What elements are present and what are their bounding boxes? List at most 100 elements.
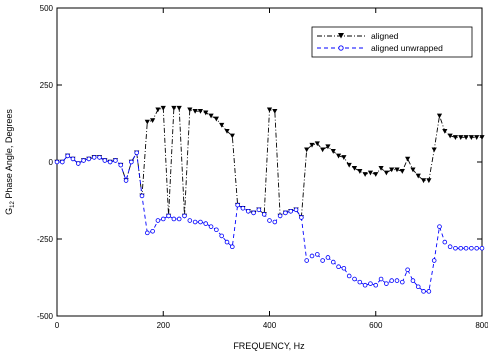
series-1-point-9 bbox=[102, 158, 108, 163]
series-0-point-77 bbox=[463, 135, 469, 140]
series-1 bbox=[54, 150, 485, 294]
x-tick-label-3: 600 bbox=[369, 321, 383, 330]
series-1-point-66 bbox=[405, 267, 410, 273]
y-tick-label-3: 250 bbox=[40, 81, 54, 90]
series-1-point-14 bbox=[129, 159, 134, 165]
series-0-point-80 bbox=[479, 135, 485, 140]
series-1-point-52 bbox=[330, 259, 336, 265]
series-0-point-50 bbox=[320, 147, 326, 153]
series-1-point-56 bbox=[352, 276, 357, 282]
series-0-point-53 bbox=[335, 153, 342, 159]
series-1-point-17 bbox=[145, 230, 150, 236]
series-1-point-41 bbox=[272, 219, 278, 225]
series-1-point-5 bbox=[81, 158, 86, 163]
legend: aligned aligned unwrapped bbox=[311, 26, 473, 58]
series-1-point-36 bbox=[245, 208, 251, 214]
series-1-point-33 bbox=[230, 244, 235, 250]
series-0-point-69 bbox=[420, 178, 427, 184]
series-1-point-73 bbox=[442, 239, 448, 245]
legend-marker-aligned-unwrapped bbox=[338, 45, 344, 51]
series-1-point-18 bbox=[150, 229, 155, 234]
series-1-point-11 bbox=[113, 158, 118, 163]
series-1-point-63 bbox=[389, 278, 394, 283]
series-0-point-66 bbox=[405, 156, 411, 162]
series-1-point-3 bbox=[70, 156, 76, 162]
series-0-point-56 bbox=[351, 165, 358, 171]
series-1-point-13 bbox=[123, 178, 129, 183]
y-tick-label-0: -500 bbox=[37, 312, 54, 321]
series-1-point-62 bbox=[384, 281, 389, 286]
y-axis-label-prefix: G bbox=[4, 208, 14, 215]
legend-label-aligned-unwrapped: aligned unwrapped bbox=[371, 43, 443, 53]
y-tick-label-2: 0 bbox=[49, 158, 54, 167]
series-0-point-23 bbox=[176, 105, 182, 111]
series-1-point-40 bbox=[267, 218, 272, 223]
series-0-point-17 bbox=[144, 119, 150, 125]
series-1-point-79 bbox=[474, 245, 479, 251]
series-1-point-42 bbox=[277, 213, 283, 219]
series-1-point-65 bbox=[400, 279, 405, 285]
series-1-point-75 bbox=[453, 245, 458, 251]
series-1-point-64 bbox=[394, 278, 400, 283]
series-0-point-60 bbox=[373, 172, 379, 177]
series-1-point-1 bbox=[60, 159, 65, 165]
series-1-point-27 bbox=[198, 219, 203, 225]
series-1-point-58 bbox=[362, 282, 368, 288]
series-0-point-62 bbox=[383, 170, 389, 176]
series-0-point-26 bbox=[192, 108, 198, 114]
series-0-point-70 bbox=[426, 178, 432, 184]
series-0-point-48 bbox=[309, 142, 315, 148]
series-0-point-67 bbox=[410, 167, 416, 173]
series-0-point-52 bbox=[330, 149, 336, 154]
series-1-point-51 bbox=[325, 255, 331, 260]
series-1-point-55 bbox=[346, 273, 352, 279]
series-1-point-67 bbox=[410, 278, 416, 283]
series-0-point-73 bbox=[442, 129, 448, 134]
series-0-point-22 bbox=[171, 105, 177, 111]
series-1-point-80 bbox=[479, 245, 485, 251]
legend-label-aligned: aligned bbox=[371, 31, 399, 41]
series-0-point-64 bbox=[394, 167, 400, 173]
series-0-point-29 bbox=[208, 113, 214, 119]
series-1-point-44 bbox=[288, 208, 294, 214]
series-0-point-47 bbox=[304, 147, 310, 153]
series-0-point-63 bbox=[389, 167, 395, 173]
series-0-point-51 bbox=[325, 144, 331, 150]
series-1-point-15 bbox=[134, 150, 139, 156]
series-1-point-68 bbox=[415, 284, 421, 290]
series-1-point-10 bbox=[107, 159, 113, 165]
series-1-point-12 bbox=[118, 162, 124, 168]
series-1-point-78 bbox=[469, 245, 474, 251]
series-0-point-40 bbox=[266, 107, 273, 113]
series-0-point-31 bbox=[219, 122, 225, 128]
series-1-point-77 bbox=[463, 245, 469, 251]
series-1-point-2 bbox=[65, 153, 70, 159]
legend-box bbox=[311, 26, 473, 58]
series-1-point-7 bbox=[91, 155, 97, 160]
series-1-point-16 bbox=[139, 193, 145, 199]
series-0-point-72 bbox=[436, 113, 443, 119]
series-1-point-72 bbox=[437, 224, 442, 229]
series-0-point-76 bbox=[458, 135, 464, 140]
series-1-point-49 bbox=[315, 252, 320, 257]
series-0-point-30 bbox=[213, 116, 219, 122]
x-axis-label: FREQUENCY, Hz bbox=[233, 341, 305, 351]
series-0-point-75 bbox=[452, 135, 459, 140]
series-1-point-54 bbox=[341, 265, 347, 271]
series-0-point-74 bbox=[447, 133, 453, 139]
series-0-point-79 bbox=[474, 135, 480, 140]
series-1-point-34 bbox=[235, 202, 240, 208]
series-1-point-6 bbox=[86, 156, 92, 162]
series-0-point-68 bbox=[415, 173, 421, 179]
series-1-point-19 bbox=[155, 218, 161, 223]
x-tick-label-0: 0 bbox=[55, 321, 60, 330]
series-1-point-61 bbox=[378, 276, 384, 282]
series-1-point-59 bbox=[368, 281, 373, 286]
series-1-point-28 bbox=[203, 221, 209, 226]
series-1-point-30 bbox=[214, 227, 219, 233]
series-1-point-8 bbox=[97, 155, 102, 160]
series-1-point-23 bbox=[176, 216, 182, 222]
series-1-point-37 bbox=[251, 210, 256, 216]
series-0-point-32 bbox=[224, 129, 230, 134]
